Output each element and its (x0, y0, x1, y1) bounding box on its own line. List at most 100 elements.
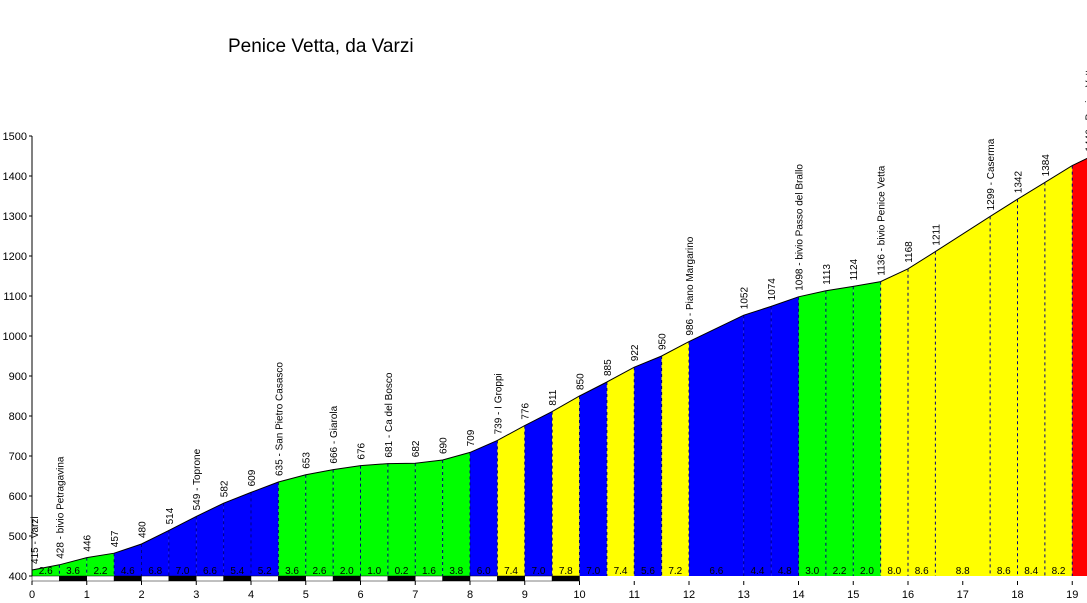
elevation-label: 1124 (849, 258, 860, 280)
gradient-label: 7.8 (559, 566, 573, 577)
elevation-label: 1113 (822, 264, 833, 285)
profile-segment (442, 452, 470, 576)
x-tick-label: 15 (847, 589, 859, 601)
elevation-label: 690 (439, 437, 450, 454)
profile-segment (552, 396, 580, 576)
profile-segment (141, 530, 169, 576)
elevation-label: 582 (220, 480, 231, 497)
profile-segment (333, 465, 361, 576)
profile-segment (990, 199, 1018, 576)
profile-segment (1044, 165, 1073, 576)
elevation-label: 549 - Toprone (192, 448, 203, 510)
x-tick-label: 7 (412, 589, 418, 601)
elevation-label: 1211 (931, 224, 942, 246)
gradient-label: 6.8 (148, 566, 162, 577)
profile-segment (798, 290, 826, 576)
profile-segment (1072, 158, 1087, 576)
profile-segment (196, 503, 224, 576)
x-tick-label: 14 (792, 589, 804, 601)
elevation-label: 666 - Giarola (329, 405, 340, 463)
elevation-label: 1342 (1014, 171, 1025, 194)
gradient-label: 6.6 (709, 566, 723, 577)
elevation-label: 1446 - Penice Vetta (1085, 64, 1087, 152)
gradient-label: 3.6 (285, 566, 299, 577)
gradient-label: 3.6 (66, 566, 80, 577)
elevation-label: 457 (110, 530, 121, 547)
profile-line (31, 157, 1087, 571)
profile-segment (278, 474, 306, 576)
x-tick-label: 5 (303, 589, 309, 601)
gradient-label: 5.2 (258, 566, 272, 577)
profile-segment (689, 315, 744, 576)
elevation-label: 1136 - bivio Penice Vetta (877, 165, 888, 275)
km-bar-cell (551, 575, 580, 582)
x-tick-label: 9 (522, 589, 528, 601)
elevation-label: 850 (576, 373, 587, 390)
profile-segment (853, 281, 881, 576)
gradient-label: 5.6 (641, 566, 655, 577)
profile-segment (524, 411, 553, 576)
gradient-label: 2.2 (93, 566, 107, 577)
elevation-label: 1299 - Caserma (986, 138, 997, 210)
gradient-label: 7.2 (668, 566, 682, 577)
gradient-label: 7.4 (504, 566, 518, 577)
y-tick-label: 500 (9, 531, 27, 543)
x-tick-label: 2 (138, 589, 144, 601)
gradient-label: 5.4 (230, 566, 244, 577)
gradient-label: 6.0 (477, 566, 491, 577)
profile-segment (606, 367, 635, 576)
elevation-label: 653 (302, 452, 313, 469)
elevation-label: 1098 - bivio Passo del Brallo (795, 164, 806, 291)
y-tick-label: 1400 (3, 171, 27, 183)
gradient-label: 8.8 (956, 566, 970, 577)
profile-segment (223, 492, 251, 576)
profile-segment (251, 482, 279, 576)
profile-segment (387, 463, 416, 576)
gradient-label: 4.6 (121, 566, 135, 577)
elevation-label: 681 - Ca del Bosco (384, 372, 395, 457)
x-tick-label: 3 (193, 589, 199, 601)
x-tick-label: 0 (29, 589, 35, 601)
x-tick-label: 13 (738, 589, 750, 601)
elevation-label: 885 (603, 359, 614, 376)
elevation-label: 986 - Piano Margarino (685, 236, 696, 335)
elevation-label: 682 (411, 440, 422, 457)
gradient-label: 7.0 (176, 566, 190, 577)
profile-segment (470, 440, 498, 576)
x-tick-label: 8 (467, 589, 473, 601)
profile-segment (825, 286, 854, 576)
profile-segment (497, 425, 525, 576)
x-tick-label: 11 (629, 589, 640, 601)
gradient-label: 8.6 (997, 566, 1011, 577)
gradient-label: 8.2 (1052, 566, 1066, 577)
gradient-label: 4.4 (750, 566, 764, 577)
profile-segment (86, 553, 115, 576)
gradient-label: 8.6 (915, 566, 929, 577)
gradient-label: 7.0 (531, 566, 545, 577)
profile-segment (661, 341, 689, 576)
y-tick-label: 1300 (3, 211, 27, 223)
profile-segment (114, 544, 142, 576)
x-tick-label: 18 (1011, 589, 1023, 601)
elevation-label: 1052 (740, 287, 751, 310)
x-tick-label: 10 (573, 589, 585, 601)
elevation-label: 1384 (1041, 154, 1052, 177)
y-tick-label: 600 (9, 491, 27, 503)
elevation-label: 922 (630, 344, 641, 361)
y-tick-label: 400 (9, 571, 27, 583)
profile-segment (935, 216, 991, 576)
gradient-label: 8.4 (1024, 566, 1038, 577)
y-tick-label: 1200 (3, 251, 27, 263)
elevation-label: 635 - San Pietro Casasco (274, 362, 285, 476)
profile-segment (1017, 182, 1045, 576)
gradient-label: 0.2 (395, 566, 409, 577)
profile-segment (415, 460, 443, 576)
chart-title: Penice Vetta, da Varzi (228, 36, 414, 57)
elevation-label: 1168 (904, 241, 915, 263)
gradient-label: 3.8 (449, 566, 463, 577)
gradient-label: 7.4 (614, 566, 628, 577)
elevation-label: 739 - I Groppi (493, 373, 504, 434)
gradient-label: 1.0 (367, 566, 381, 577)
profile-segment (634, 356, 662, 576)
